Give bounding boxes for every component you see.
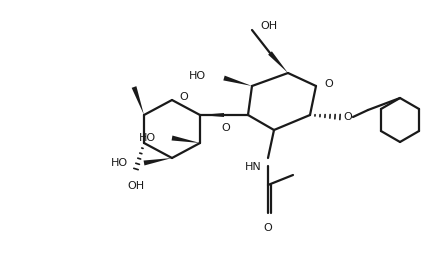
Polygon shape: [171, 135, 200, 143]
Text: HO: HO: [189, 71, 206, 81]
Text: O: O: [221, 123, 230, 133]
Polygon shape: [132, 86, 144, 115]
Polygon shape: [143, 158, 172, 165]
Text: HN: HN: [245, 162, 262, 172]
Text: O: O: [264, 223, 272, 233]
Text: OH: OH: [127, 181, 145, 191]
Text: OH: OH: [260, 21, 277, 31]
Polygon shape: [223, 76, 252, 86]
Polygon shape: [200, 113, 224, 117]
Text: HO: HO: [139, 133, 156, 143]
Text: O: O: [324, 79, 333, 89]
Text: O: O: [344, 112, 352, 122]
Text: HO: HO: [111, 158, 128, 168]
Polygon shape: [268, 51, 288, 73]
Text: O: O: [179, 92, 188, 102]
